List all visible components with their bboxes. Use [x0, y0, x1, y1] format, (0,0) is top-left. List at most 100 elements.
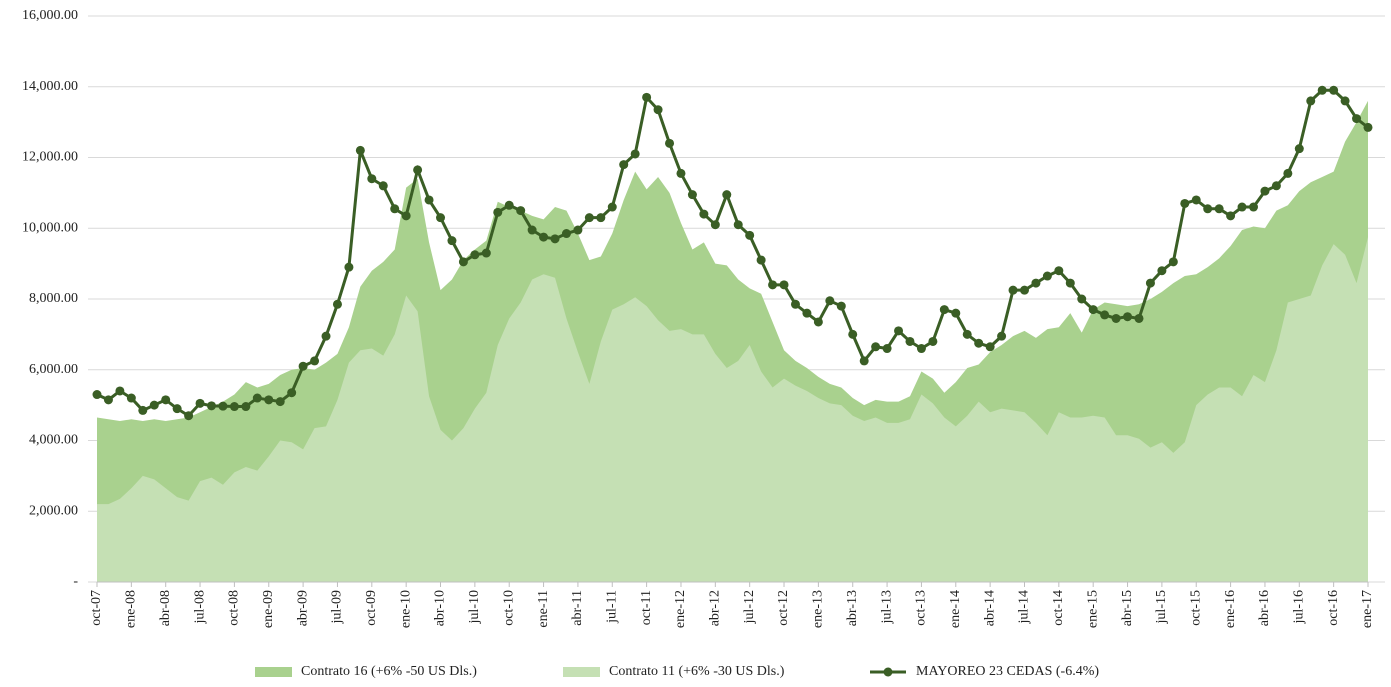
x-tick-label: jul-11 — [604, 590, 619, 624]
marker — [149, 400, 159, 410]
marker — [813, 317, 823, 327]
marker — [218, 401, 228, 411]
marker — [138, 405, 148, 415]
x-tick-label: jul-13 — [879, 590, 894, 624]
marker — [1317, 85, 1327, 95]
marker — [710, 220, 720, 230]
marker — [1214, 204, 1224, 214]
x-tick-label: jul-09 — [330, 590, 345, 624]
marker — [790, 299, 800, 309]
marker — [390, 204, 400, 214]
marker — [745, 230, 755, 240]
x-tick-label: ene-17 — [1360, 590, 1375, 628]
x-tick-label: ene-13 — [811, 590, 826, 628]
marker — [252, 393, 262, 403]
marker — [653, 105, 663, 115]
marker — [161, 395, 171, 405]
x-tick-label: abr-09 — [295, 590, 310, 626]
marker — [573, 225, 583, 235]
marker — [859, 356, 869, 366]
marker — [836, 301, 846, 311]
marker — [848, 329, 858, 339]
x-tick-label: ene-12 — [673, 590, 688, 628]
y-tick-label: 8,000.00 — [29, 291, 78, 306]
marker — [1237, 202, 1247, 212]
y-tick-label: 6,000.00 — [29, 362, 78, 377]
x-tick-label: oct-12 — [776, 590, 791, 626]
x-tick-label: abr-15 — [1120, 590, 1135, 626]
marker — [997, 331, 1007, 341]
marker — [1100, 310, 1110, 320]
marker — [802, 308, 812, 318]
marker — [458, 257, 468, 267]
marker — [436, 213, 446, 223]
x-tick-label: oct-08 — [227, 590, 242, 626]
y-tick-label: 10,000.00 — [22, 220, 78, 235]
marker — [184, 411, 194, 421]
marker — [699, 209, 709, 219]
marker — [916, 344, 926, 354]
legend-label: MAYOREO 23 CEDAS (-6.4%) — [916, 664, 1099, 679]
marker — [1019, 285, 1029, 295]
x-tick-label: oct-07 — [89, 590, 104, 626]
x-tick-label: ene-11 — [536, 590, 551, 628]
marker — [539, 232, 549, 242]
y-tick-label: 4,000.00 — [29, 433, 78, 448]
marker — [207, 401, 217, 411]
marker — [905, 336, 915, 346]
marker — [939, 305, 949, 315]
x-tick-label: abr-14 — [982, 590, 997, 626]
marker — [413, 165, 423, 175]
marker — [596, 213, 606, 223]
x-tick-label: ene-09 — [261, 590, 276, 628]
x-tick-label: abr-12 — [708, 590, 723, 626]
marker — [1042, 271, 1052, 281]
marker — [241, 402, 251, 412]
x-tick-label: abr-11 — [570, 590, 585, 626]
marker — [985, 342, 995, 352]
y-tick-label: - — [73, 574, 78, 589]
marker — [733, 220, 743, 230]
marker — [298, 361, 308, 371]
x-tick-label: oct-15 — [1188, 590, 1203, 626]
marker — [195, 398, 205, 408]
marker — [607, 202, 617, 212]
area — [97, 237, 1368, 582]
marker — [126, 393, 136, 403]
marker — [1329, 85, 1339, 95]
marker — [275, 397, 285, 407]
marker — [882, 344, 892, 354]
line — [96, 88, 1369, 418]
marker — [928, 336, 938, 346]
y-tick-label: 16,000.00 — [22, 8, 78, 23]
marker — [974, 338, 984, 348]
x-tick-label: ene-16 — [1223, 590, 1238, 628]
marker — [493, 207, 503, 217]
marker — [1306, 96, 1316, 106]
x-tick-label: jul-08 — [192, 590, 207, 624]
x-tick-label: oct-13 — [914, 590, 929, 626]
x-tick-label: ene-10 — [398, 590, 413, 628]
legend-swatch — [563, 667, 600, 677]
x-tick-label: oct-16 — [1326, 590, 1341, 626]
marker — [619, 160, 629, 170]
marker — [1352, 114, 1362, 124]
x-tick-label: jul-12 — [742, 590, 757, 624]
marker — [871, 342, 881, 352]
marker — [1008, 285, 1018, 295]
marker — [378, 181, 388, 191]
x-tick-label: abr-16 — [1257, 590, 1272, 626]
marker — [756, 255, 766, 265]
marker — [1180, 198, 1190, 208]
y-tick-label: 2,000.00 — [29, 503, 78, 518]
marker — [1294, 144, 1304, 154]
x-tick-label: ene-14 — [948, 590, 963, 628]
marker — [561, 229, 571, 239]
marker — [527, 225, 537, 235]
marker — [470, 250, 480, 260]
marker — [332, 299, 342, 309]
marker — [1248, 202, 1258, 212]
marker — [115, 386, 125, 396]
x-tick-label: jul-14 — [1017, 590, 1032, 624]
